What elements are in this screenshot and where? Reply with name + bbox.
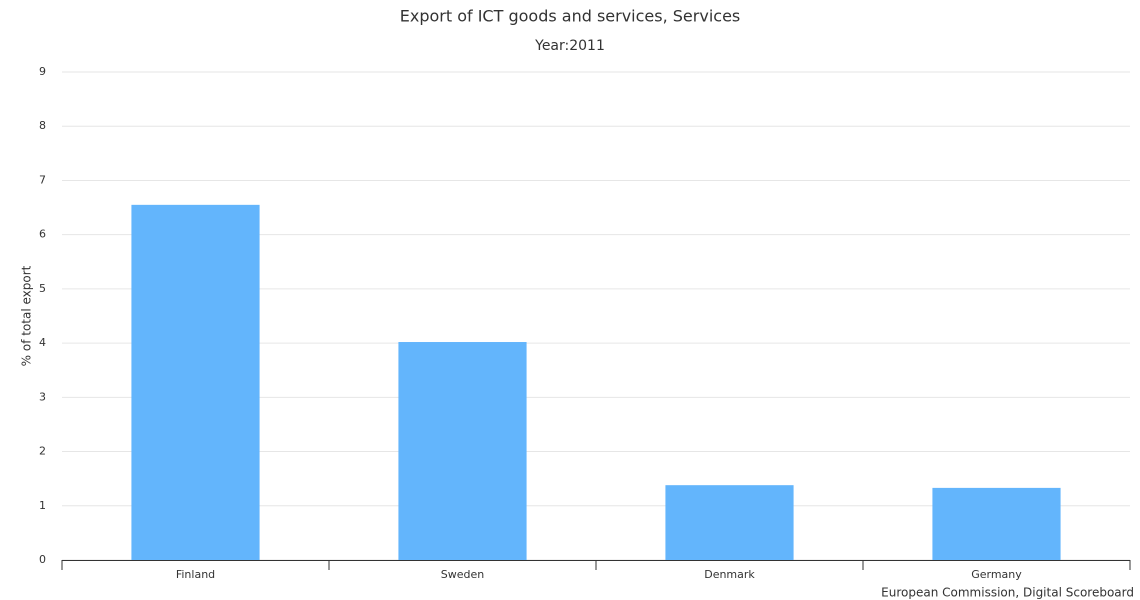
y-tick-label: 5: [39, 282, 46, 295]
x-tick-label: Finland: [176, 568, 215, 581]
y-tick-label: 7: [39, 173, 46, 186]
y-axis-label: % of total export: [20, 265, 34, 366]
x-tick-label: Denmark: [704, 568, 755, 581]
x-tick-label: Sweden: [441, 568, 484, 581]
y-tick-label: 2: [39, 445, 46, 458]
bar: [665, 485, 794, 560]
credits: European Commission, Digital Scoreboard: [881, 586, 1134, 600]
bar: [131, 204, 260, 560]
bar: [398, 342, 527, 560]
y-tick-label: 9: [39, 65, 46, 78]
y-tick-label: 1: [39, 499, 46, 512]
y-tick-label: 6: [39, 228, 46, 241]
x-tick-label: Germany: [971, 568, 1022, 581]
y-tick-label: 3: [39, 390, 46, 403]
y-tick-label: 4: [39, 336, 46, 349]
chart-subtitle: Year:2011: [534, 38, 605, 54]
y-tick-label: 8: [39, 119, 46, 132]
bar: [932, 487, 1061, 560]
chart-title: Export of ICT goods and services, Servic…: [400, 7, 741, 26]
y-tick-label: 0: [39, 553, 46, 566]
